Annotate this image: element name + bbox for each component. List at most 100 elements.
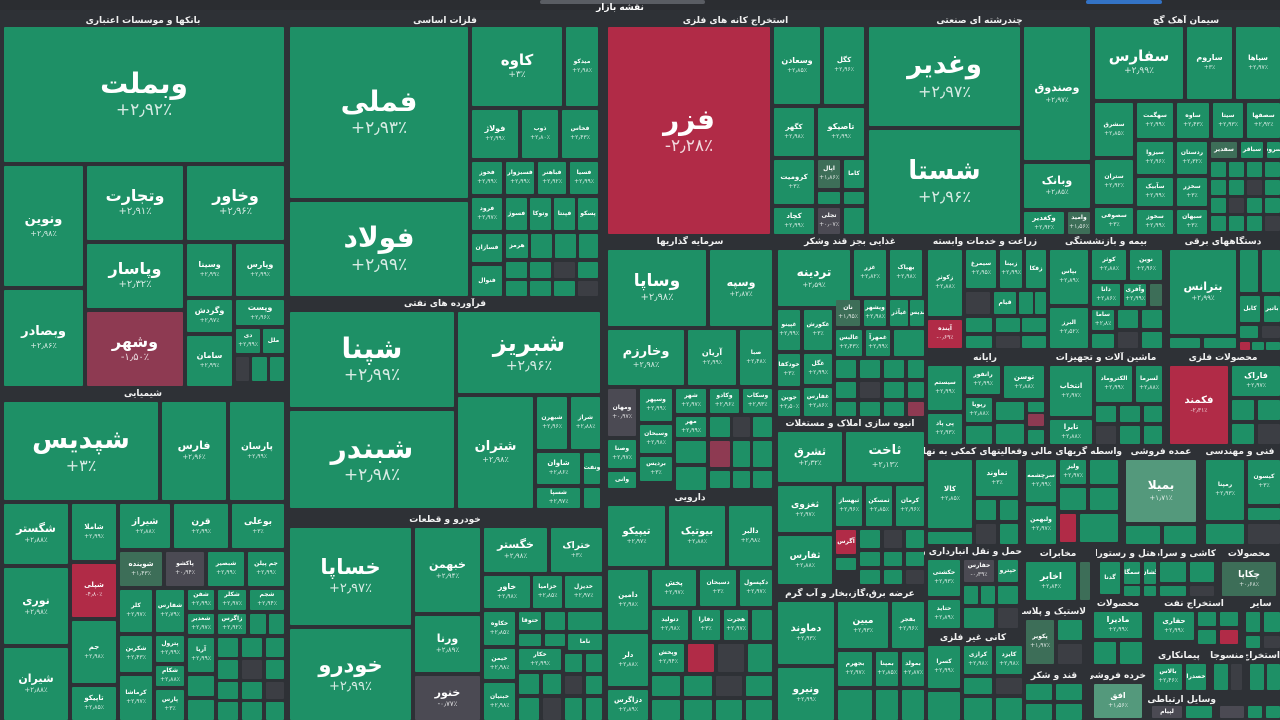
stock-tile[interactable]	[1258, 424, 1280, 444]
stock-tile[interactable]	[1211, 216, 1226, 231]
stock-tile[interactable]	[1211, 198, 1226, 213]
stock-tile[interactable]	[928, 692, 960, 720]
stock-tile[interactable]	[1058, 620, 1082, 640]
stock-tile-غگل[interactable]: غگل +۲٫۹۹٪	[804, 354, 832, 384]
stock-tile-سرچشمه[interactable]: سرچشمه +۲٫۹۹٪	[1026, 460, 1056, 502]
stock-tile[interactable]	[1120, 406, 1140, 422]
stock-tile-هرمز[interactable]: هرمز	[506, 234, 528, 258]
stock-tile[interactable]	[1247, 162, 1262, 177]
stock-tile[interactable]	[860, 382, 880, 398]
stock-tile[interactable]	[1058, 644, 1082, 664]
stock-tile-خکار[interactable]: خکار +۲٫۹۹٪	[519, 649, 561, 670]
stock-tile[interactable]	[996, 698, 1022, 720]
stock-tile[interactable]	[884, 402, 904, 416]
stock-tile[interactable]	[1198, 612, 1216, 626]
stock-tile[interactable]	[1080, 562, 1090, 600]
stock-tile[interactable]	[860, 570, 880, 584]
stock-tile-خبنیان[interactable]: خبنیان +۲٫۹۸٪	[484, 683, 515, 720]
stock-tile-پاکشو[interactable]: پاکشو +۰٫۹۴٪	[166, 552, 204, 586]
stock-tile[interactable]	[1019, 292, 1033, 314]
stock-tile[interactable]	[1246, 612, 1260, 632]
stock-tile[interactable]	[1229, 162, 1244, 177]
stock-tile[interactable]	[966, 318, 992, 332]
stock-tile-چکاپا[interactable]: چکاپا +۰٫۶۸٪	[1222, 562, 1276, 596]
stock-tile[interactable]	[586, 654, 602, 672]
stock-tile-شفارس[interactable]: شفارس +۲٫۷۹٪	[156, 590, 184, 632]
stock-tile[interactable]	[996, 424, 1024, 444]
stock-tile[interactable]	[838, 690, 872, 720]
stock-tile-شستا[interactable]: شستا +۲٫۹۶٪	[869, 130, 1020, 234]
stock-tile[interactable]	[270, 357, 284, 381]
stock-tile[interactable]	[545, 612, 565, 630]
stock-tile[interactable]	[1266, 342, 1280, 350]
stock-tile-ثفارس[interactable]: ثفارس +۲٫۸۸٪	[778, 536, 832, 584]
stock-tile[interactable]	[266, 682, 284, 699]
stock-tile-شپلی[interactable]: شپلی -۴٫۸۰٪	[72, 564, 116, 617]
stock-tile-ردستان[interactable]: ردستان +۲٫۳۲٪	[1177, 142, 1207, 174]
stock-tile[interactable]	[906, 530, 924, 548]
stock-tile[interactable]	[998, 586, 1018, 604]
stock-tile-ختراک[interactable]: ختراک +۳٪	[551, 528, 602, 572]
stock-tile-جم[interactable]: جم +۲٫۹۸٪	[72, 621, 116, 683]
stock-tile-ورنا[interactable]: ورنا +۲٫۸۹٪	[415, 616, 480, 672]
stock-tile-کگل[interactable]: کگل +۲٫۹۶٪	[824, 27, 864, 104]
stock-tile-شپدیس[interactable]: شپدیس +۳٪	[4, 402, 158, 500]
stock-tile-شپنا[interactable]: شپنا +۲٫۹۹٪	[290, 312, 454, 407]
stock-tile[interactable]	[565, 698, 582, 720]
stock-tile-وسینا[interactable]: وسینا +۲٫۹۹٪	[187, 244, 232, 296]
stock-tile[interactable]	[718, 644, 744, 672]
stock-tile[interactable]	[1028, 402, 1044, 412]
stock-tile-دامین[interactable]: دامین +۲٫۹۸٪	[608, 570, 648, 630]
stock-tile-تاصیکو[interactable]: تاصیکو +۲٫۹۹٪	[818, 108, 864, 156]
stock-tile-زکوثر[interactable]: زکوثر +۲٫۸۸٪	[928, 250, 962, 316]
stock-tile-شکلر[interactable]: شکلر +۲٫۹۷٪	[218, 590, 246, 610]
stock-tile[interactable]	[836, 360, 856, 378]
stock-tile-وپارس[interactable]: وپارس +۲٫۹۹٪	[236, 244, 284, 296]
stock-tile-البرز[interactable]: البرز +۲٫۵۲٪	[1050, 308, 1088, 348]
stock-tile[interactable]	[1094, 642, 1116, 664]
stock-tile-شیراز[interactable]: شیراز +۲٫۸۸٪	[120, 504, 170, 548]
stock-tile-ساوه[interactable]: ساوه +۲٫۴۳٪	[1177, 103, 1209, 138]
stock-tile[interactable]	[1144, 586, 1156, 596]
stock-tile-مهر[interactable]: مهر +۲٫۹۹٪	[676, 417, 706, 437]
stock-tile[interactable]	[1164, 526, 1196, 544]
stock-tile[interactable]	[1090, 460, 1118, 484]
stock-tile-فپنتا[interactable]: فپنتا	[554, 198, 575, 230]
stock-tile-ساروم[interactable]: ساروم +۳٪	[1187, 27, 1232, 99]
stock-tile-بمپنا[interactable]: بمپنا +۲٫۸۵٪	[876, 652, 898, 686]
stock-tile[interactable]	[1240, 342, 1250, 350]
stock-tile-جوین[interactable]: جوین +۲٫۵۰٪	[778, 390, 800, 416]
stock-tile-آینده[interactable]: آینده -۰٫۶۹٪	[928, 320, 962, 348]
stock-tile-فاراک[interactable]: فاراک +۲٫۹۷٪	[1232, 366, 1280, 396]
stock-tile[interactable]	[860, 402, 880, 416]
scrollbar-thumb[interactable]	[1086, 0, 1162, 4]
stock-tile[interactable]	[1214, 664, 1228, 690]
stock-tile[interactable]	[545, 634, 565, 646]
stock-tile-شکربن[interactable]: شکربن +۲٫۴۳٪	[120, 636, 152, 672]
stock-tile[interactable]	[1262, 326, 1280, 338]
stock-tile-وبصادر[interactable]: وبصادر +۲٫۸۶٪	[4, 290, 83, 386]
stock-tile[interactable]	[218, 638, 238, 657]
stock-tile-فنوال[interactable]: فنوال	[472, 266, 502, 296]
stock-tile[interactable]	[506, 262, 527, 278]
stock-tile-وخاور[interactable]: وخاور +۲٫۹۶٪	[187, 166, 284, 240]
stock-tile[interactable]	[1120, 426, 1140, 444]
stock-tile[interactable]	[236, 357, 249, 381]
stock-tile-زبینا[interactable]: زبینا +۲٫۹۹٪	[1000, 250, 1022, 288]
stock-tile[interactable]	[1190, 586, 1214, 596]
stock-tile-ذوب[interactable]: ذوب +۲٫۸۰٪	[522, 110, 558, 158]
stock-tile[interactable]	[1264, 612, 1280, 632]
stock-tile-شیران[interactable]: شیران +۲٫۸۸٪	[4, 648, 68, 720]
stock-tile[interactable]	[710, 471, 730, 488]
stock-tile-سیزوا[interactable]: سیزوا +۲٫۹۶٪	[1137, 142, 1173, 174]
stock-tile[interactable]	[188, 676, 214, 696]
stock-tile-سیتا[interactable]: سیتا +۲٫۹۳٪	[1213, 103, 1243, 138]
stock-tile-تردینه[interactable]: تردینه +۲٫۵۹٪	[778, 250, 850, 306]
stock-tile[interactable]	[966, 426, 992, 444]
stock-tile-وپست[interactable]: وپست +۲٫۹۶٪	[236, 300, 284, 325]
stock-tile[interactable]	[1026, 684, 1052, 700]
stock-tile[interactable]	[1118, 332, 1138, 348]
stock-tile-حفاری[interactable]: حفاری +۲٫۹۹٪	[1154, 612, 1194, 640]
stock-tile[interactable]	[1220, 612, 1238, 626]
stock-tile-میدکو[interactable]: میدکو +۲٫۹۸٪	[566, 27, 598, 106]
